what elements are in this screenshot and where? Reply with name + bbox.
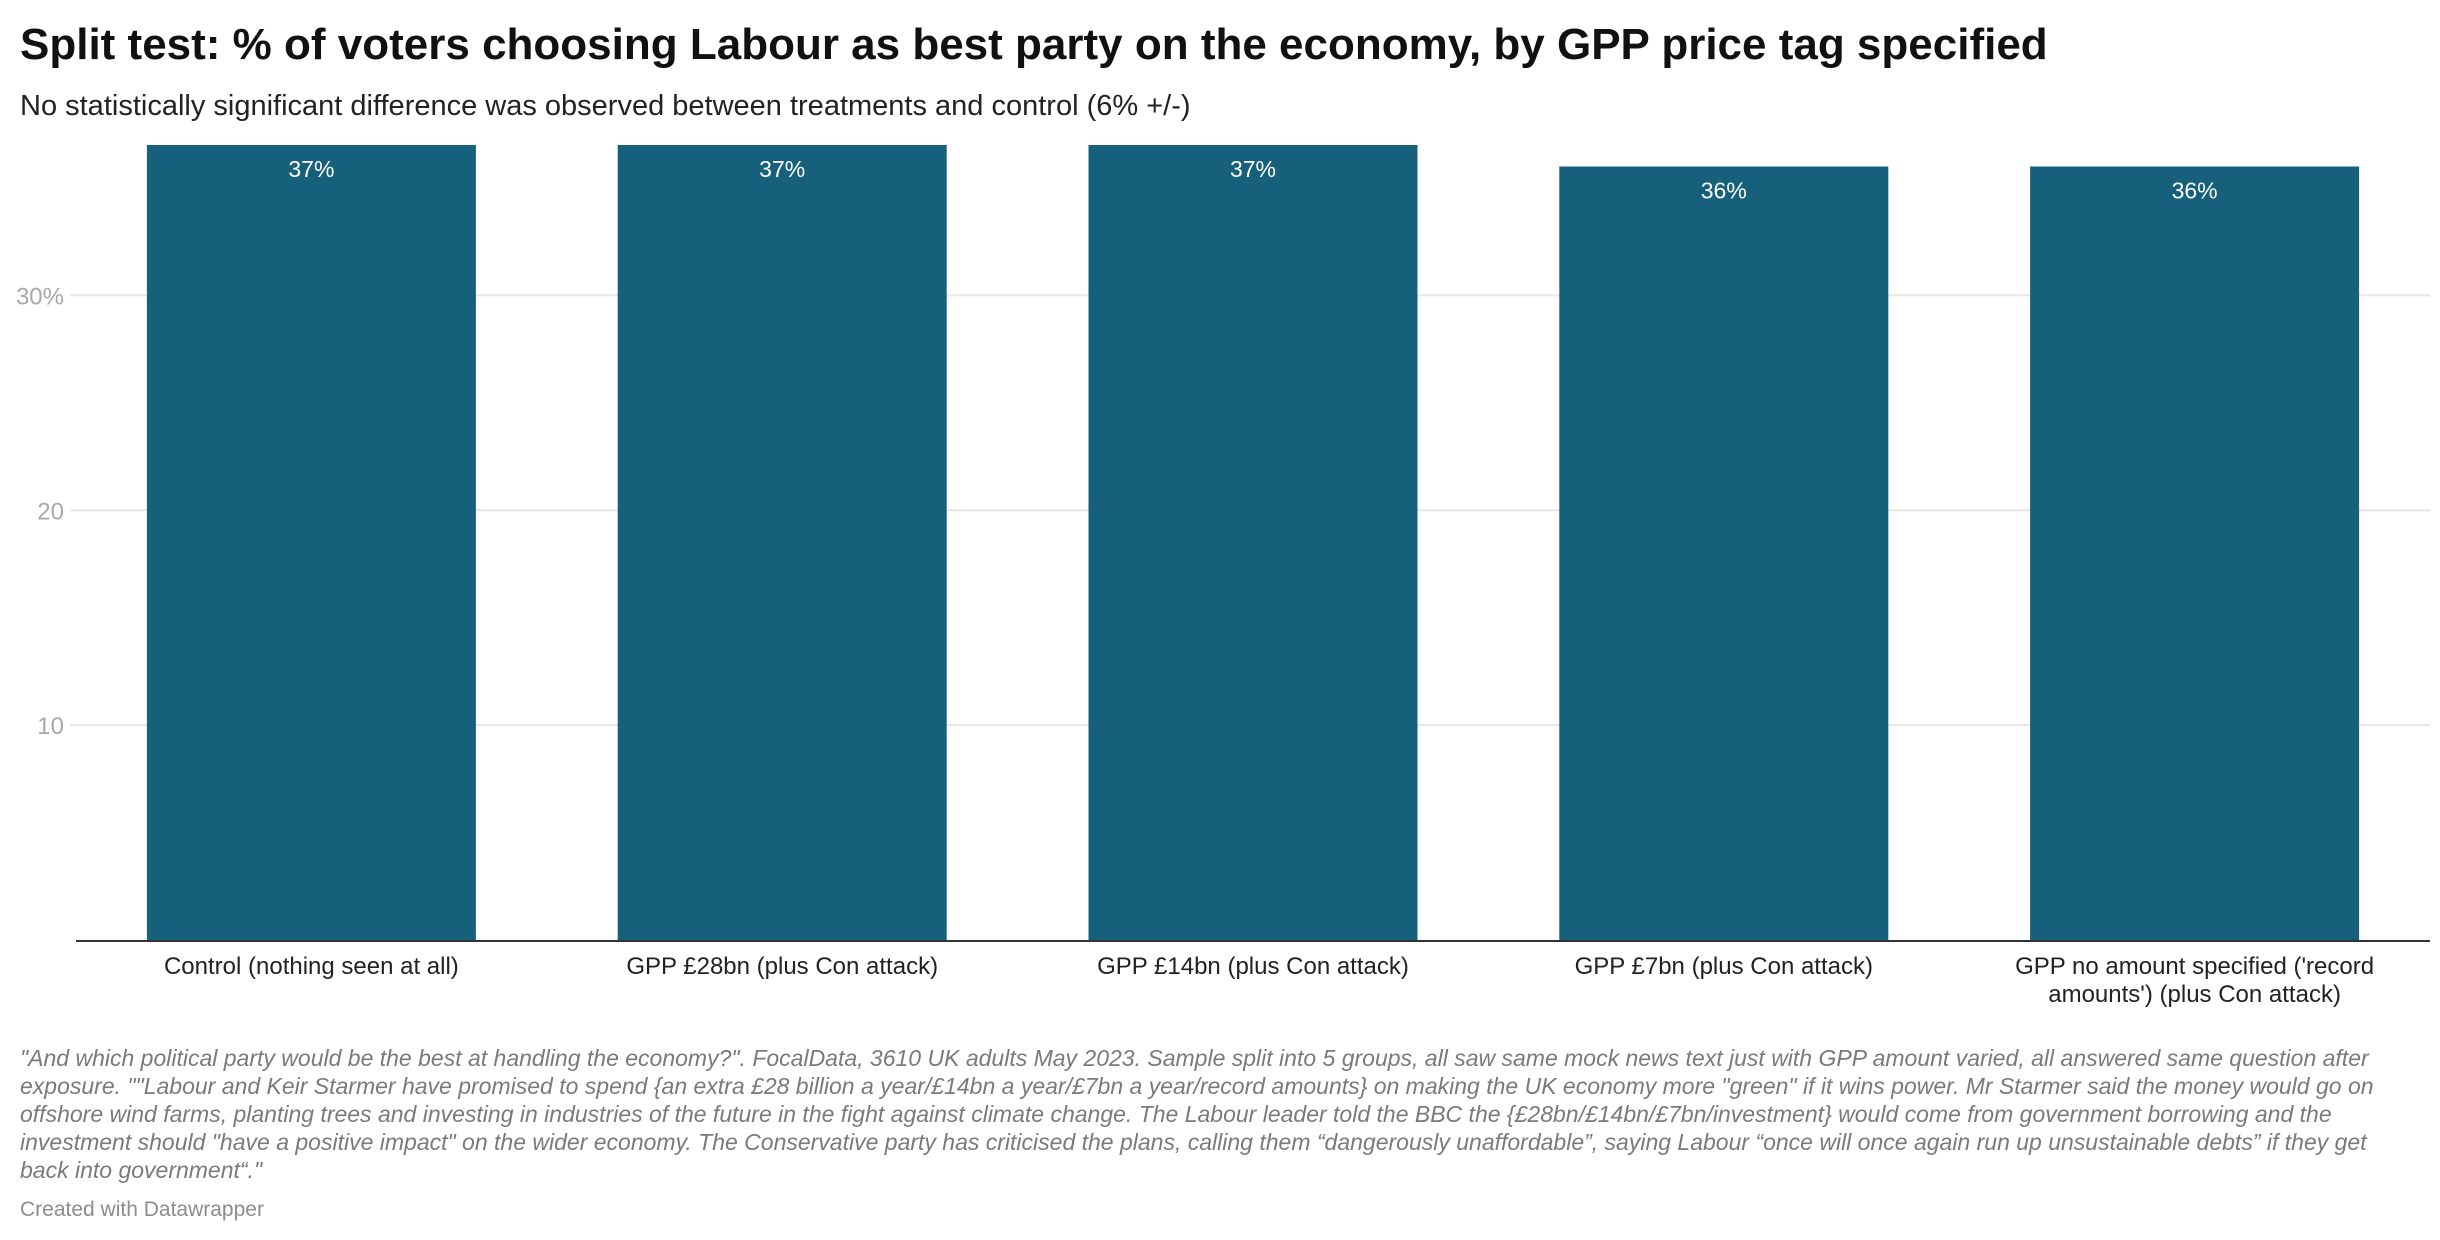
- bar: [1088, 145, 1418, 940]
- bar-chart: 10 20 30% 37% Control (nothing seen at all)…: [16, 145, 2430, 1008]
- x-category-label: GPP £28bn (plus Con attack): [626, 953, 938, 980]
- x-category-label: GPP £14bn (plus Con attack): [1097, 953, 1409, 980]
- bar: [617, 145, 947, 940]
- bar: [2030, 166, 2360, 941]
- bar: [1559, 166, 1889, 941]
- bar-value-label: 36%: [1701, 177, 1747, 203]
- y-tick-label: 10: [37, 713, 64, 740]
- bar-value-label: 37%: [288, 156, 334, 182]
- bar-value-label: 36%: [2172, 177, 2218, 203]
- y-tick-label: 20: [37, 498, 64, 525]
- chart-title: Split test: % of voters choosing Labour …: [20, 20, 2048, 69]
- x-category-label: GPP no amount specified ('record amounts'…: [2015, 953, 2374, 1008]
- bar: [146, 145, 476, 940]
- bar-value-label: 37%: [1230, 156, 1276, 182]
- source-footnote: "And which political party would be the …: [20, 1045, 2374, 1183]
- datawrapper-credit: Created with Datawrapper: [20, 1198, 264, 1221]
- x-category-label: Control (nothing seen at all): [164, 953, 459, 980]
- bar-value-label: 37%: [759, 156, 805, 182]
- bars-layer: [146, 145, 2360, 941]
- labels-layer: 37% Control (nothing seen at all) 37% GPP £…: [164, 156, 2374, 1008]
- y-tick-label: 30%: [16, 283, 64, 310]
- x-category-label: GPP £7bn (plus Con attack): [1575, 953, 1873, 980]
- chart-subtitle: No statistically significant difference …: [20, 90, 1191, 122]
